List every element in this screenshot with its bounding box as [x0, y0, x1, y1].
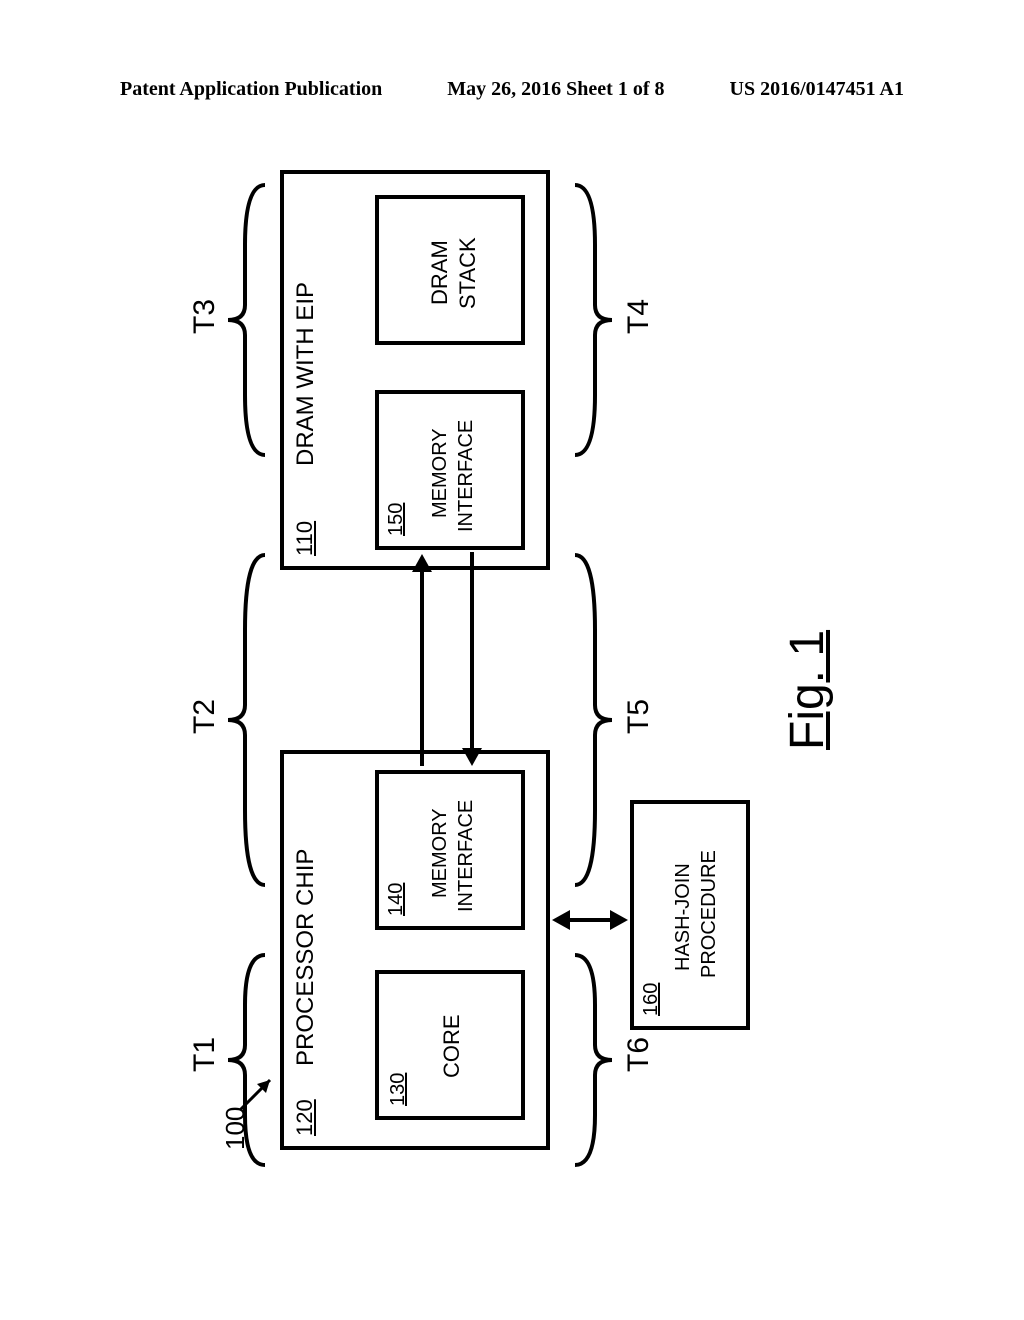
tier-t2: T2 — [188, 699, 222, 734]
brace-t2-icon — [220, 550, 270, 890]
brace-t4-icon — [570, 180, 620, 460]
arrow-dram-to-proc — [470, 552, 474, 748]
tier-t4: T4 — [622, 299, 656, 334]
arrow-proc-hash-up-icon — [552, 910, 570, 930]
dram-mem-if-l1: MEMORY — [429, 428, 452, 518]
core-box: 130 CORE — [375, 970, 525, 1120]
hash-join-ref: 160 — [640, 983, 663, 1016]
page-header: Patent Application Publication May 26, 2… — [0, 78, 1024, 101]
header-right: US 2016/0147451 A1 — [730, 78, 904, 101]
arrow-proc-to-dram-head-icon — [412, 554, 432, 572]
processor-ref: 120 — [292, 1099, 318, 1136]
figure-canvas: 100 120 PROCESSOR CHIP 130 CORE 140 MEMO… — [120, 140, 904, 1190]
dram-mem-if-box: 150 MEMORY INTERFACE — [375, 390, 525, 550]
dram-title: DRAM WITH EIP — [292, 282, 320, 466]
figure-label: Fig. 1 — [780, 630, 835, 750]
proc-mem-if-ref: 140 — [385, 883, 408, 916]
header-left: Patent Application Publication — [120, 78, 382, 101]
dram-mem-if-ref: 150 — [385, 503, 408, 536]
hash-join-l1: HASH-JOIN — [672, 863, 695, 971]
brace-t6-icon — [570, 950, 620, 1170]
proc-mem-if-l2: INTERFACE — [455, 800, 478, 912]
tier-t1: T1 — [188, 1037, 222, 1072]
proc-mem-if-l1: MEMORY — [429, 808, 452, 898]
dram-mem-if-l2: INTERFACE — [455, 420, 478, 532]
dram-stack-box: DRAM STACK — [375, 195, 525, 345]
processor-title: PROCESSOR CHIP — [292, 849, 320, 1066]
tier-t6: T6 — [622, 1037, 656, 1072]
header-mid: May 26, 2016 Sheet 1 of 8 — [447, 78, 664, 101]
hash-join-l2: PROCEDURE — [698, 850, 721, 978]
arrow-proc-hash — [568, 918, 612, 922]
arrow-dram-to-proc-head-icon — [462, 748, 482, 766]
dram-stack-l1: DRAM — [427, 240, 453, 305]
brace-t5-icon — [570, 550, 620, 890]
arrow-proc-hash-down-icon — [610, 910, 628, 930]
figure-wrapper: 100 120 PROCESSOR CHIP 130 CORE 140 MEMO… — [120, 140, 904, 1190]
tier-t3: T3 — [188, 299, 222, 334]
proc-mem-if-box: 140 MEMORY INTERFACE — [375, 770, 525, 930]
dram-ref: 110 — [292, 521, 318, 556]
arrow-proc-to-dram — [420, 570, 424, 766]
brace-t1-icon — [220, 950, 270, 1170]
core-label: CORE — [439, 1014, 465, 1078]
tier-t5: T5 — [622, 699, 656, 734]
page: Patent Application Publication May 26, 2… — [0, 0, 1024, 1320]
dram-stack-l2: STACK — [455, 237, 481, 309]
hash-join-box: 160 HASH-JOIN PROCEDURE — [630, 800, 750, 1030]
brace-t3-icon — [220, 180, 270, 460]
core-ref: 130 — [387, 1073, 410, 1106]
